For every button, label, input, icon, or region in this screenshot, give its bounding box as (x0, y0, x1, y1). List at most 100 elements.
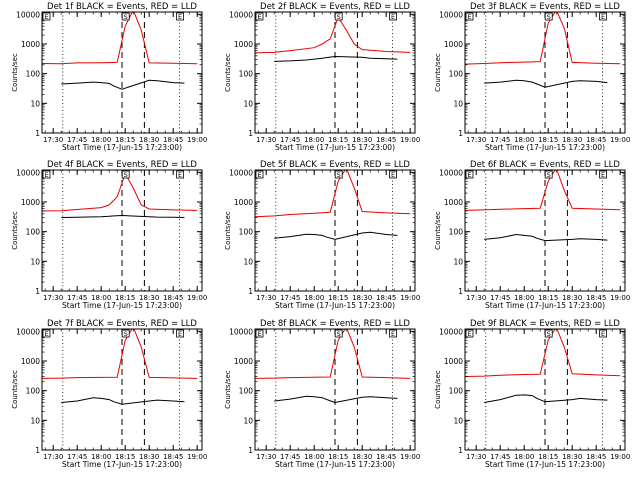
x-tick-label: 18:30 (562, 136, 582, 144)
y-tick-label: 100 (239, 387, 254, 396)
marker-letter: S (337, 13, 341, 21)
lld-series-line (255, 329, 411, 379)
x-tick-label: 18:15 (538, 453, 558, 461)
events-series-line (61, 79, 185, 90)
panel-title: Det 2f BLACK = Events, RED = LLD (260, 2, 410, 12)
y-tick-label: 100 (449, 70, 464, 79)
y-tick-label: 10 (30, 416, 40, 425)
events-series-line (274, 395, 398, 404)
y-tick-label: 100 (449, 228, 464, 237)
y-tick-label: 1000 (21, 357, 40, 366)
marker-letter: E (44, 171, 48, 179)
x-tick-label: 18:30 (562, 453, 582, 461)
y-axis-label: Counts/sec (11, 370, 19, 409)
x-tick-label: 17:45 (67, 294, 87, 302)
detector-panel: Det 2f BLACK = Events, RED = LLD 1 10 100 10… (224, 2, 420, 152)
detector-panel: Det 4f BLACK = Events, RED = LLD 1 10 100 10… (11, 160, 207, 310)
marker-letter: E (178, 171, 182, 179)
marker-letter: E (257, 171, 261, 179)
marker-box (389, 329, 398, 338)
marker-letter: E (391, 13, 395, 21)
y-tick-label: 100 (239, 70, 254, 79)
marker-box (176, 170, 185, 179)
marker-box (176, 12, 185, 21)
y-tick-label: 10000 (16, 168, 40, 177)
marker-letter: S (547, 171, 551, 179)
x-tick-label: 17:30 (466, 294, 486, 302)
y-tick-label: 10000 (439, 10, 463, 19)
x-tick-label: 17:30 (256, 294, 276, 302)
marker-box (465, 329, 474, 338)
panel-title: Det 6f BLACK = Events, RED = LLD (470, 160, 620, 170)
lld-series-line (465, 170, 621, 211)
marker-box (255, 170, 264, 179)
marker-box (176, 329, 185, 338)
marker-box (334, 329, 343, 338)
x-axis-label: Start Time (17-Jun-15 17:23:00) (62, 460, 182, 469)
x-tick-label: 18:15 (538, 136, 558, 144)
y-tick-label: 10 (453, 99, 463, 108)
detector-panel: Det 3f BLACK = Events, RED = LLD 1 10 100 10… (434, 2, 630, 152)
x-axis-label: Start Time (17-Jun-15 17:23:00) (62, 301, 182, 310)
x-tick-label: 18:15 (115, 136, 135, 144)
y-tick-label: 10000 (16, 10, 40, 19)
marker-box (544, 170, 553, 179)
marker-box (121, 329, 130, 338)
x-tick-label: 18:15 (328, 453, 348, 461)
marker-letter: S (124, 13, 128, 21)
x-tick-label: 18:00 (304, 294, 324, 302)
x-tick-label: 18:00 (304, 136, 324, 144)
events-series-line (274, 231, 398, 240)
y-tick-label: 1000 (234, 40, 253, 49)
panel-title: Det 9f BLACK = Events, RED = LLD (470, 319, 620, 329)
y-axis-label: Counts/sec (434, 211, 442, 250)
y-tick-label: 10 (30, 99, 40, 108)
x-tick-label: 18:15 (538, 294, 558, 302)
y-axis-label: Counts/sec (434, 53, 442, 92)
marker-box (42, 12, 51, 21)
x-tick-label: 19:00 (187, 453, 207, 461)
y-axis-label: Counts/sec (11, 211, 19, 250)
x-tick-label: 19:00 (187, 294, 207, 302)
marker-letter: E (467, 330, 471, 338)
events-series-line (61, 214, 185, 218)
x-axis-label: Start Time (17-Jun-15 17:23:00) (485, 301, 605, 310)
lld-series-line (255, 16, 411, 54)
x-tick-label: 18:00 (514, 136, 534, 144)
events-series-line (484, 233, 608, 242)
y-tick-label: 1000 (444, 357, 463, 366)
x-tick-label: 17:45 (67, 136, 87, 144)
y-tick-label: 1 (35, 446, 40, 455)
x-tick-label: 18:45 (376, 453, 396, 461)
panel-title: Det 8f BLACK = Events, RED = LLD (260, 319, 410, 329)
x-axis-label: Start Time (17-Jun-15 17:23:00) (275, 301, 395, 310)
x-tick-label: 18:15 (328, 294, 348, 302)
y-tick-label: 10 (243, 99, 253, 108)
y-tick-label: 1 (458, 129, 463, 138)
y-axis-label: Counts/sec (224, 211, 232, 250)
x-tick-label: 17:30 (256, 453, 276, 461)
x-tick-label: 17:45 (490, 136, 510, 144)
x-tick-label: 18:00 (514, 453, 534, 461)
x-tick-label: 17:30 (466, 453, 486, 461)
marker-box (544, 329, 553, 338)
marker-letter: E (178, 330, 182, 338)
x-tick-label: 17:30 (466, 136, 486, 144)
y-tick-label: 10000 (229, 168, 253, 177)
y-tick-label: 10 (453, 257, 463, 266)
marker-letter: E (178, 13, 182, 21)
x-tick-label: 17:30 (256, 136, 276, 144)
events-series-line (274, 55, 398, 62)
x-tick-label: 18:15 (328, 136, 348, 144)
detector-panel: Det 6f BLACK = Events, RED = LLD 1 10 100 10… (434, 160, 630, 310)
y-tick-label: 100 (26, 228, 41, 237)
events-series-line (484, 79, 608, 88)
x-tick-label: 18:30 (139, 136, 159, 144)
y-tick-label: 100 (449, 387, 464, 396)
x-tick-label: 18:45 (163, 294, 183, 302)
x-tick-label: 18:00 (91, 294, 111, 302)
x-tick-label: 19:00 (610, 294, 630, 302)
y-tick-label: 1000 (444, 198, 463, 207)
marker-box (121, 170, 130, 179)
